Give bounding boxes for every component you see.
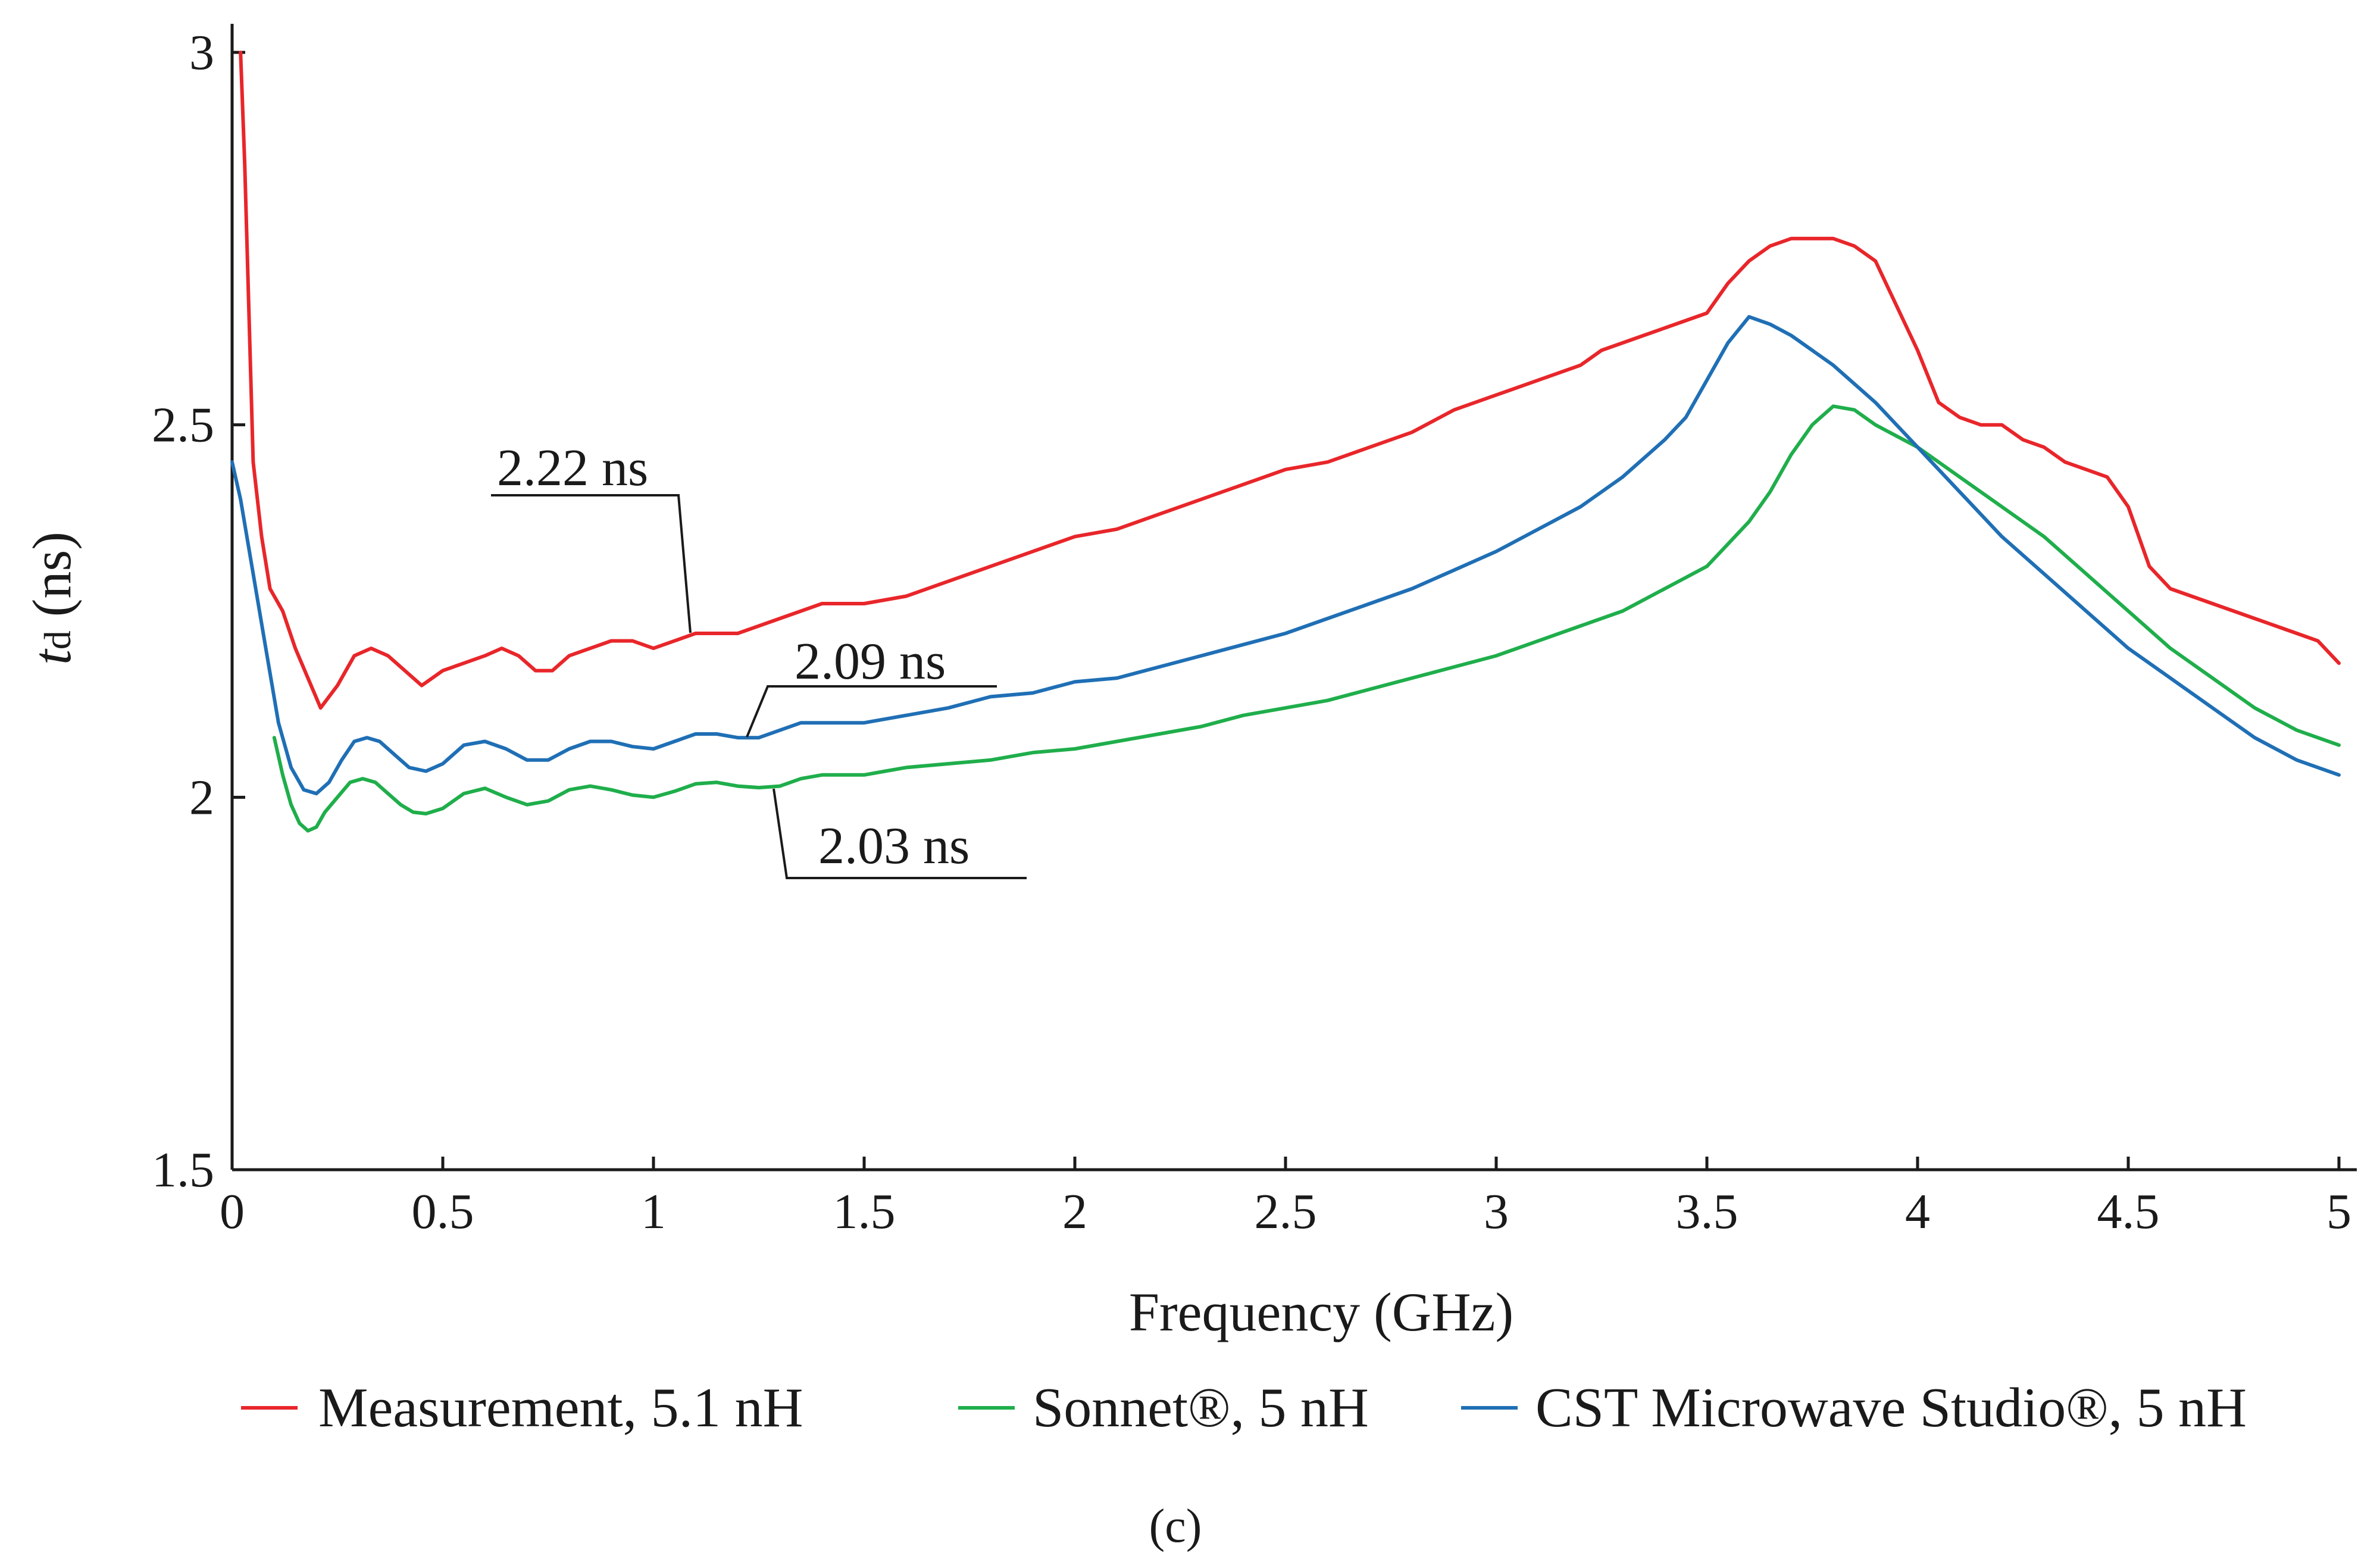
y-tick-label: 2	[189, 770, 214, 825]
y-axis-title: td (ns)	[21, 532, 82, 665]
series-line-measurement	[239, 51, 2341, 710]
x-tick-label: 5	[2326, 1184, 2351, 1239]
y-axis-title-main: t	[21, 648, 82, 665]
x-tick-label: 2	[1062, 1184, 1087, 1239]
y-tick-label: 2.5	[152, 398, 214, 453]
y-axis-title-sub: d	[36, 630, 79, 649]
x-tick-label: 4	[1905, 1184, 1930, 1239]
annotation-sonnet: 2.03 ns	[818, 817, 969, 875]
x-tick-label: 1	[641, 1184, 666, 1239]
x-tick-label: 4.5	[2097, 1184, 2160, 1239]
legend-label-measurement: Measurement, 5.1 nH	[318, 1377, 803, 1439]
legend-label-cst: CST Microwave Studio®, 5 nH	[1535, 1377, 2247, 1439]
series-line-sonnet	[272, 404, 2341, 833]
x-tick-label: 2.5	[1255, 1184, 1317, 1239]
x-tick-label: 0.5	[412, 1184, 474, 1239]
series-layer	[230, 51, 2341, 833]
annotation-leader-sonnet	[773, 788, 1027, 879]
axis-tick-labels: 0 0.5 1 1.5 2 2.5 3 3.5 4 4.5 5 1.5 2 2.5 3	[152, 25, 2351, 1239]
figure-caption: (c)	[1149, 1500, 1202, 1552]
y-tick-label: 3	[189, 25, 214, 80]
annotation-leader-measurement	[491, 494, 692, 633]
x-tick-label: 0	[220, 1184, 245, 1239]
series-line-cst	[230, 315, 2341, 796]
y-tick-label: 1.5	[152, 1142, 214, 1198]
legend: Measurement, 5.1 nH Sonnet®, 5 nH CST Mi…	[241, 1377, 2247, 1439]
annotation-leaders	[491, 494, 1027, 879]
x-tick-label: 3	[1484, 1184, 1509, 1239]
legend-label-sonnet: Sonnet®, 5 nH	[1033, 1377, 1369, 1439]
y-axis-title-unit: (ns)	[21, 532, 82, 630]
x-tick-label: 1.5	[833, 1184, 896, 1239]
axis-ticks	[230, 51, 2341, 1172]
x-axis-title: Frequency (GHz)	[1129, 1282, 1513, 1342]
annotation-measurement: 2.22 ns	[497, 439, 648, 497]
annotation-leader-cst	[746, 685, 997, 738]
annotation-cst: 2.09 ns	[795, 633, 946, 691]
x-tick-label: 3.5	[1676, 1184, 1738, 1239]
